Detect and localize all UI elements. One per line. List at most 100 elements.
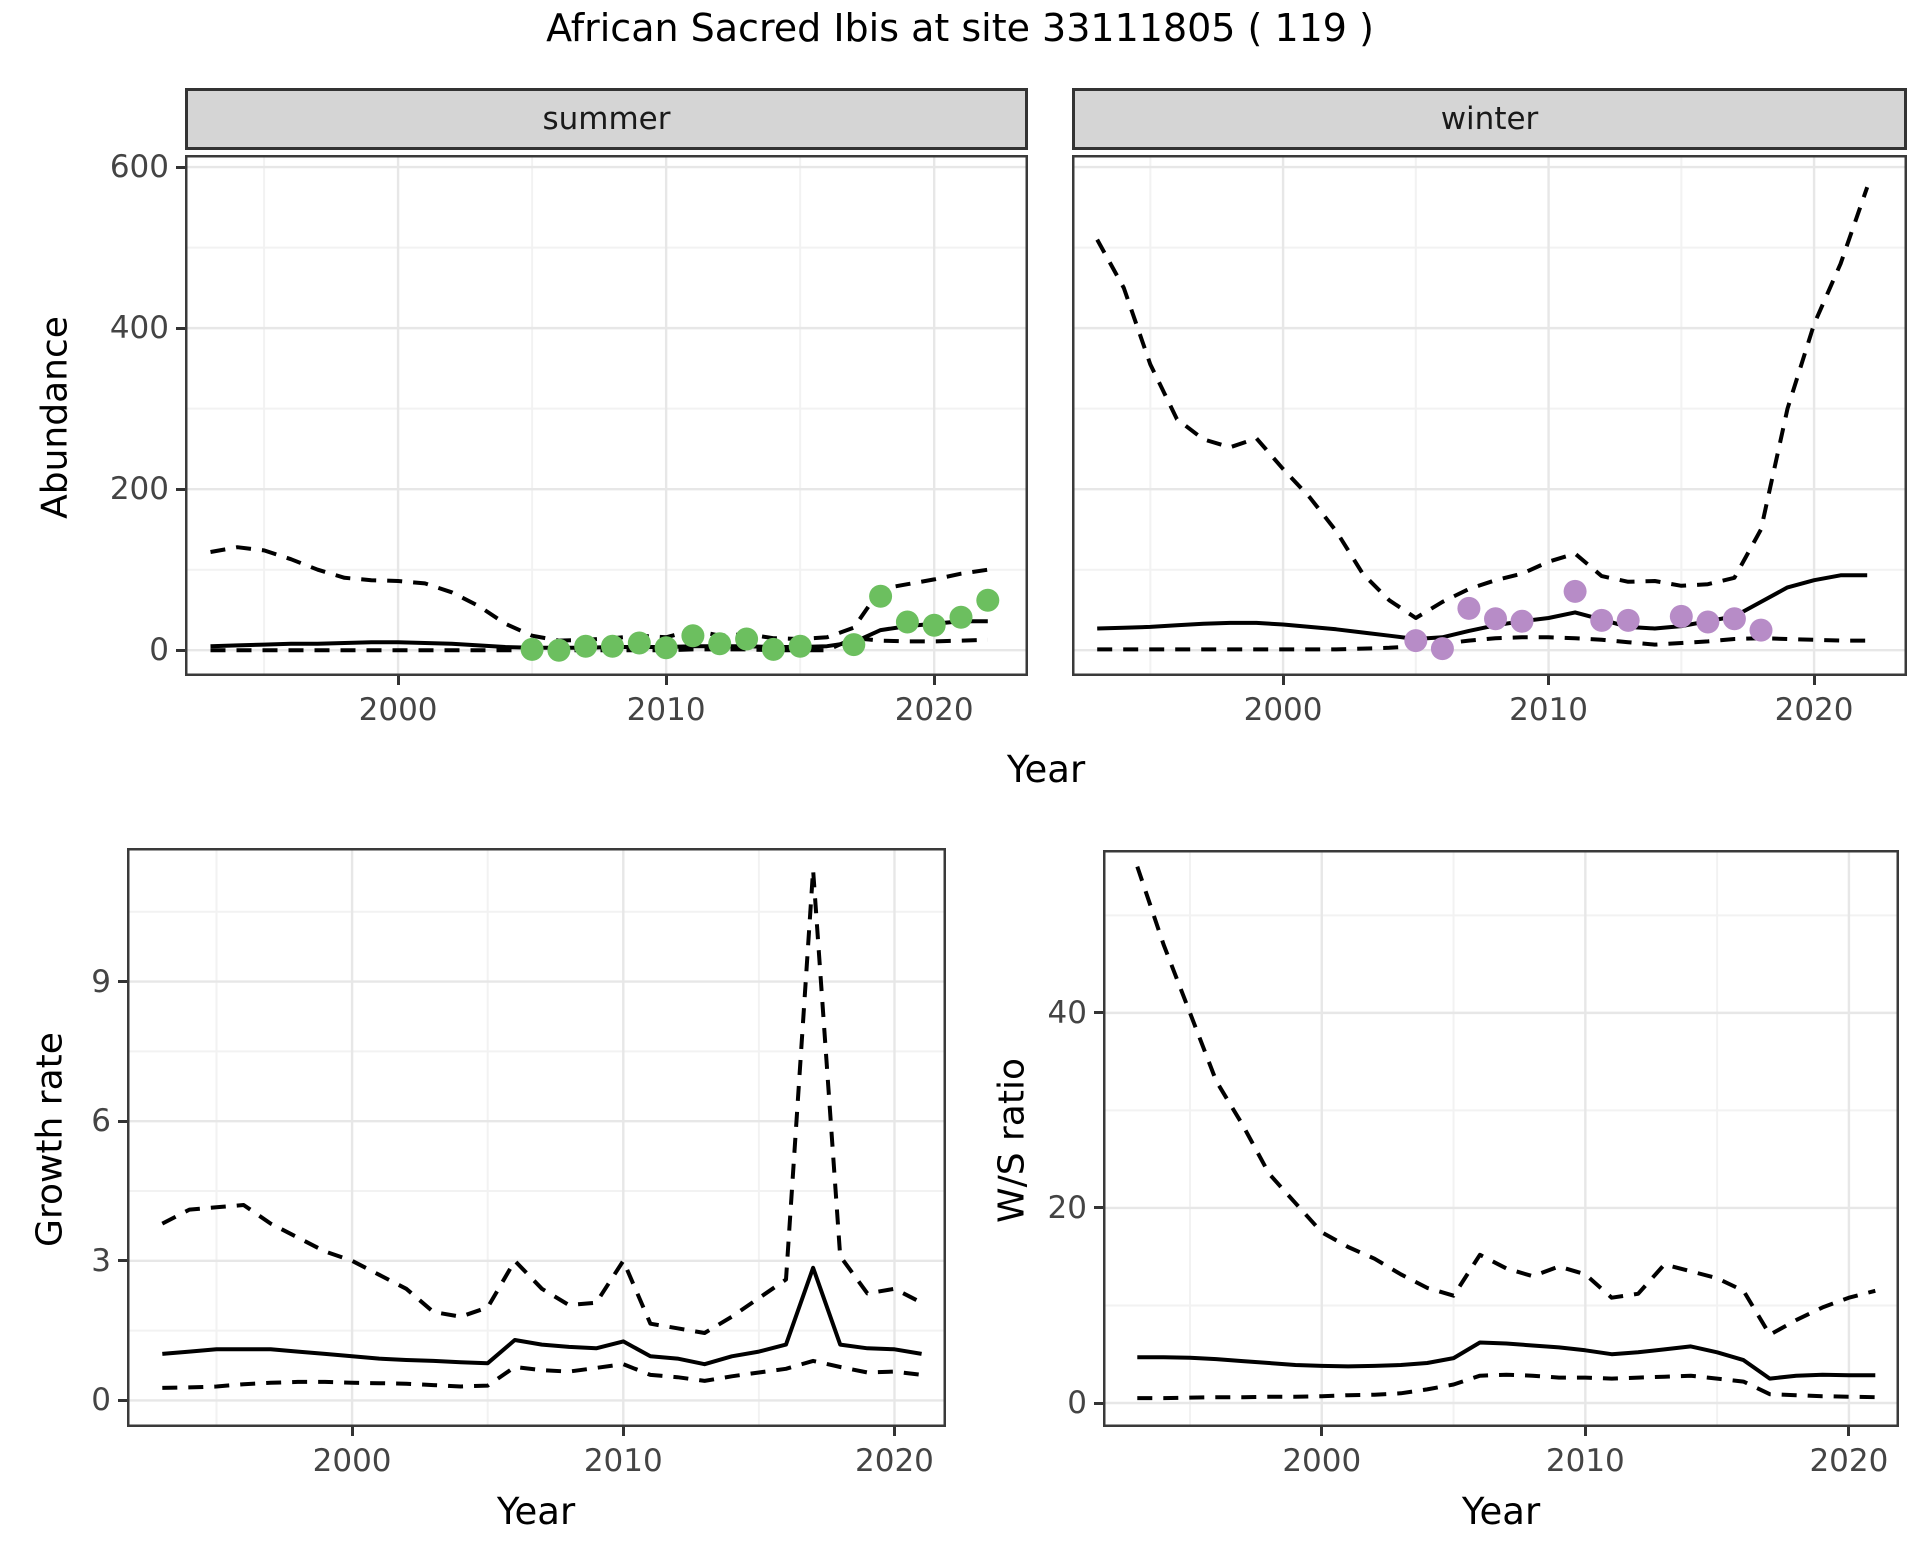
panel-border	[1072, 155, 1907, 676]
data-point-observed-counts-winter	[1669, 604, 1693, 628]
y-tick-label: 20	[1047, 1189, 1087, 1226]
data-point-observed-counts-summer	[654, 636, 678, 660]
y-tick-label: 0	[1067, 1385, 1087, 1421]
data-point-observed-counts-winter	[1404, 629, 1428, 653]
data-point-observed-counts-summer	[949, 605, 973, 629]
data-point-observed-counts-summer	[681, 624, 705, 648]
data-point-observed-counts-summer	[547, 638, 571, 662]
data-point-observed-counts-winter	[1590, 608, 1614, 632]
series-lower-95ci	[1097, 635, 1868, 652]
x-tick-label: 2020	[894, 692, 974, 728]
x-tick-mark	[1583, 1427, 1587, 1436]
y-tick-mark	[1094, 1011, 1103, 1015]
y-tick-mark	[1094, 1401, 1103, 1405]
x-axis-title-growth-rate: Year	[496, 1490, 576, 1533]
x-tick-mark	[932, 676, 936, 685]
y-tick-mark	[176, 326, 185, 330]
data-point-observed-counts-winter	[1430, 637, 1454, 661]
data-point-observed-counts-summer	[735, 627, 759, 651]
y-axis-title-abundance: Abundance	[34, 316, 76, 519]
data-point-observed-counts-summer	[922, 613, 946, 637]
x-tick-mark	[396, 676, 400, 685]
data-point-observed-counts-winter	[1696, 610, 1720, 634]
x-tick-mark	[664, 676, 668, 685]
y-tick-mark	[118, 1259, 127, 1263]
plot-panel-growth-rate	[127, 848, 946, 1427]
y-tick-mark	[176, 487, 185, 491]
panel-border	[185, 155, 1028, 676]
y-tick-label: 3	[91, 1242, 111, 1279]
facet-strip-summer: summer	[185, 88, 1028, 150]
x-tick-label: 2020	[855, 1443, 934, 1479]
y-tick-label: 6	[91, 1103, 111, 1140]
x-tick-label: 2010	[1509, 692, 1589, 728]
x-tick-mark	[350, 1427, 354, 1436]
plot-panel-abundance-winter	[1072, 155, 1907, 676]
series-estimate	[162, 1265, 922, 1367]
panel-border	[127, 848, 946, 1427]
data-point-observed-counts-winter	[1616, 608, 1640, 632]
data-point-observed-counts-summer	[869, 584, 893, 608]
data-point-observed-counts-summer	[895, 610, 919, 634]
x-tick-label: 2000	[1243, 692, 1323, 728]
y-tick-label: 9	[91, 963, 111, 1000]
series-upper-95ci	[161, 867, 923, 1335]
y-tick-label: 600	[109, 149, 169, 186]
y-tick-mark	[1094, 1206, 1103, 1210]
x-tick-label: 2000	[1282, 1443, 1362, 1479]
x-tick-mark	[621, 1427, 625, 1436]
series-estimate	[1137, 1340, 1876, 1381]
y-tick-mark	[176, 165, 185, 169]
chart-title: African Sacred Ibis at site 33111805 ( 1…	[546, 6, 1374, 50]
y-tick-mark	[176, 648, 185, 652]
data-point-observed-counts-winter	[1510, 609, 1534, 633]
series-lower-95ci	[162, 1358, 922, 1390]
data-point-observed-counts-winter	[1749, 618, 1773, 642]
data-point-observed-counts-winter	[1484, 607, 1507, 631]
data-point-observed-counts-summer	[627, 631, 651, 655]
facet-strip-summer-label: summer	[542, 101, 671, 137]
x-tick-mark	[1812, 676, 1816, 685]
x-axis-title-ws-ratio: Year	[1461, 1490, 1541, 1533]
data-point-observed-counts-summer	[976, 588, 1000, 612]
series-estimate	[210, 619, 988, 650]
y-tick-mark	[118, 1119, 127, 1123]
y-tick-mark	[118, 980, 127, 984]
x-tick-label: 2010	[1545, 1443, 1625, 1479]
plot-panel-ws-ratio	[1103, 850, 1899, 1427]
data-point-observed-counts-summer	[601, 634, 624, 658]
data-point-observed-counts-winter	[1563, 579, 1587, 603]
data-point-observed-counts-winter	[1722, 607, 1746, 631]
y-tick-mark	[118, 1398, 127, 1402]
data-point-observed-counts-summer	[520, 637, 544, 661]
series-upper-95ci	[210, 545, 989, 643]
y-tick-label: 0	[91, 1382, 111, 1419]
series-upper-95ci	[1095, 186, 1870, 620]
x-axis-title-top: Year	[1006, 748, 1086, 791]
x-tick-mark	[1281, 676, 1285, 685]
y-tick-label: 0	[149, 632, 169, 669]
x-tick-mark	[1320, 1427, 1324, 1436]
data-point-observed-counts-summer	[574, 634, 598, 658]
x-tick-label: 2020	[1809, 1443, 1889, 1479]
x-tick-label: 2010	[626, 692, 706, 728]
y-tick-label: 40	[1047, 994, 1087, 1031]
data-point-observed-counts-summer	[788, 634, 812, 658]
plot-panel-abundance-summer	[185, 155, 1028, 676]
x-tick-mark	[892, 1427, 896, 1436]
x-tick-label: 2000	[358, 692, 438, 728]
x-tick-mark	[1547, 676, 1551, 685]
data-point-observed-counts-winter	[1457, 596, 1481, 620]
y-tick-label: 400	[109, 310, 169, 347]
facet-strip-winter-label: winter	[1440, 101, 1539, 137]
series-upper-95ci	[1135, 865, 1876, 1337]
series-lower-95ci	[1137, 1372, 1876, 1401]
facet-strip-winter: winter	[1072, 88, 1907, 150]
data-point-observed-counts-summer	[761, 637, 785, 661]
x-tick-mark	[1847, 1427, 1851, 1436]
x-tick-label: 2000	[312, 1443, 392, 1479]
x-tick-label: 2010	[583, 1443, 663, 1479]
x-tick-label: 2020	[1774, 692, 1854, 728]
panel-border	[1103, 850, 1899, 1427]
